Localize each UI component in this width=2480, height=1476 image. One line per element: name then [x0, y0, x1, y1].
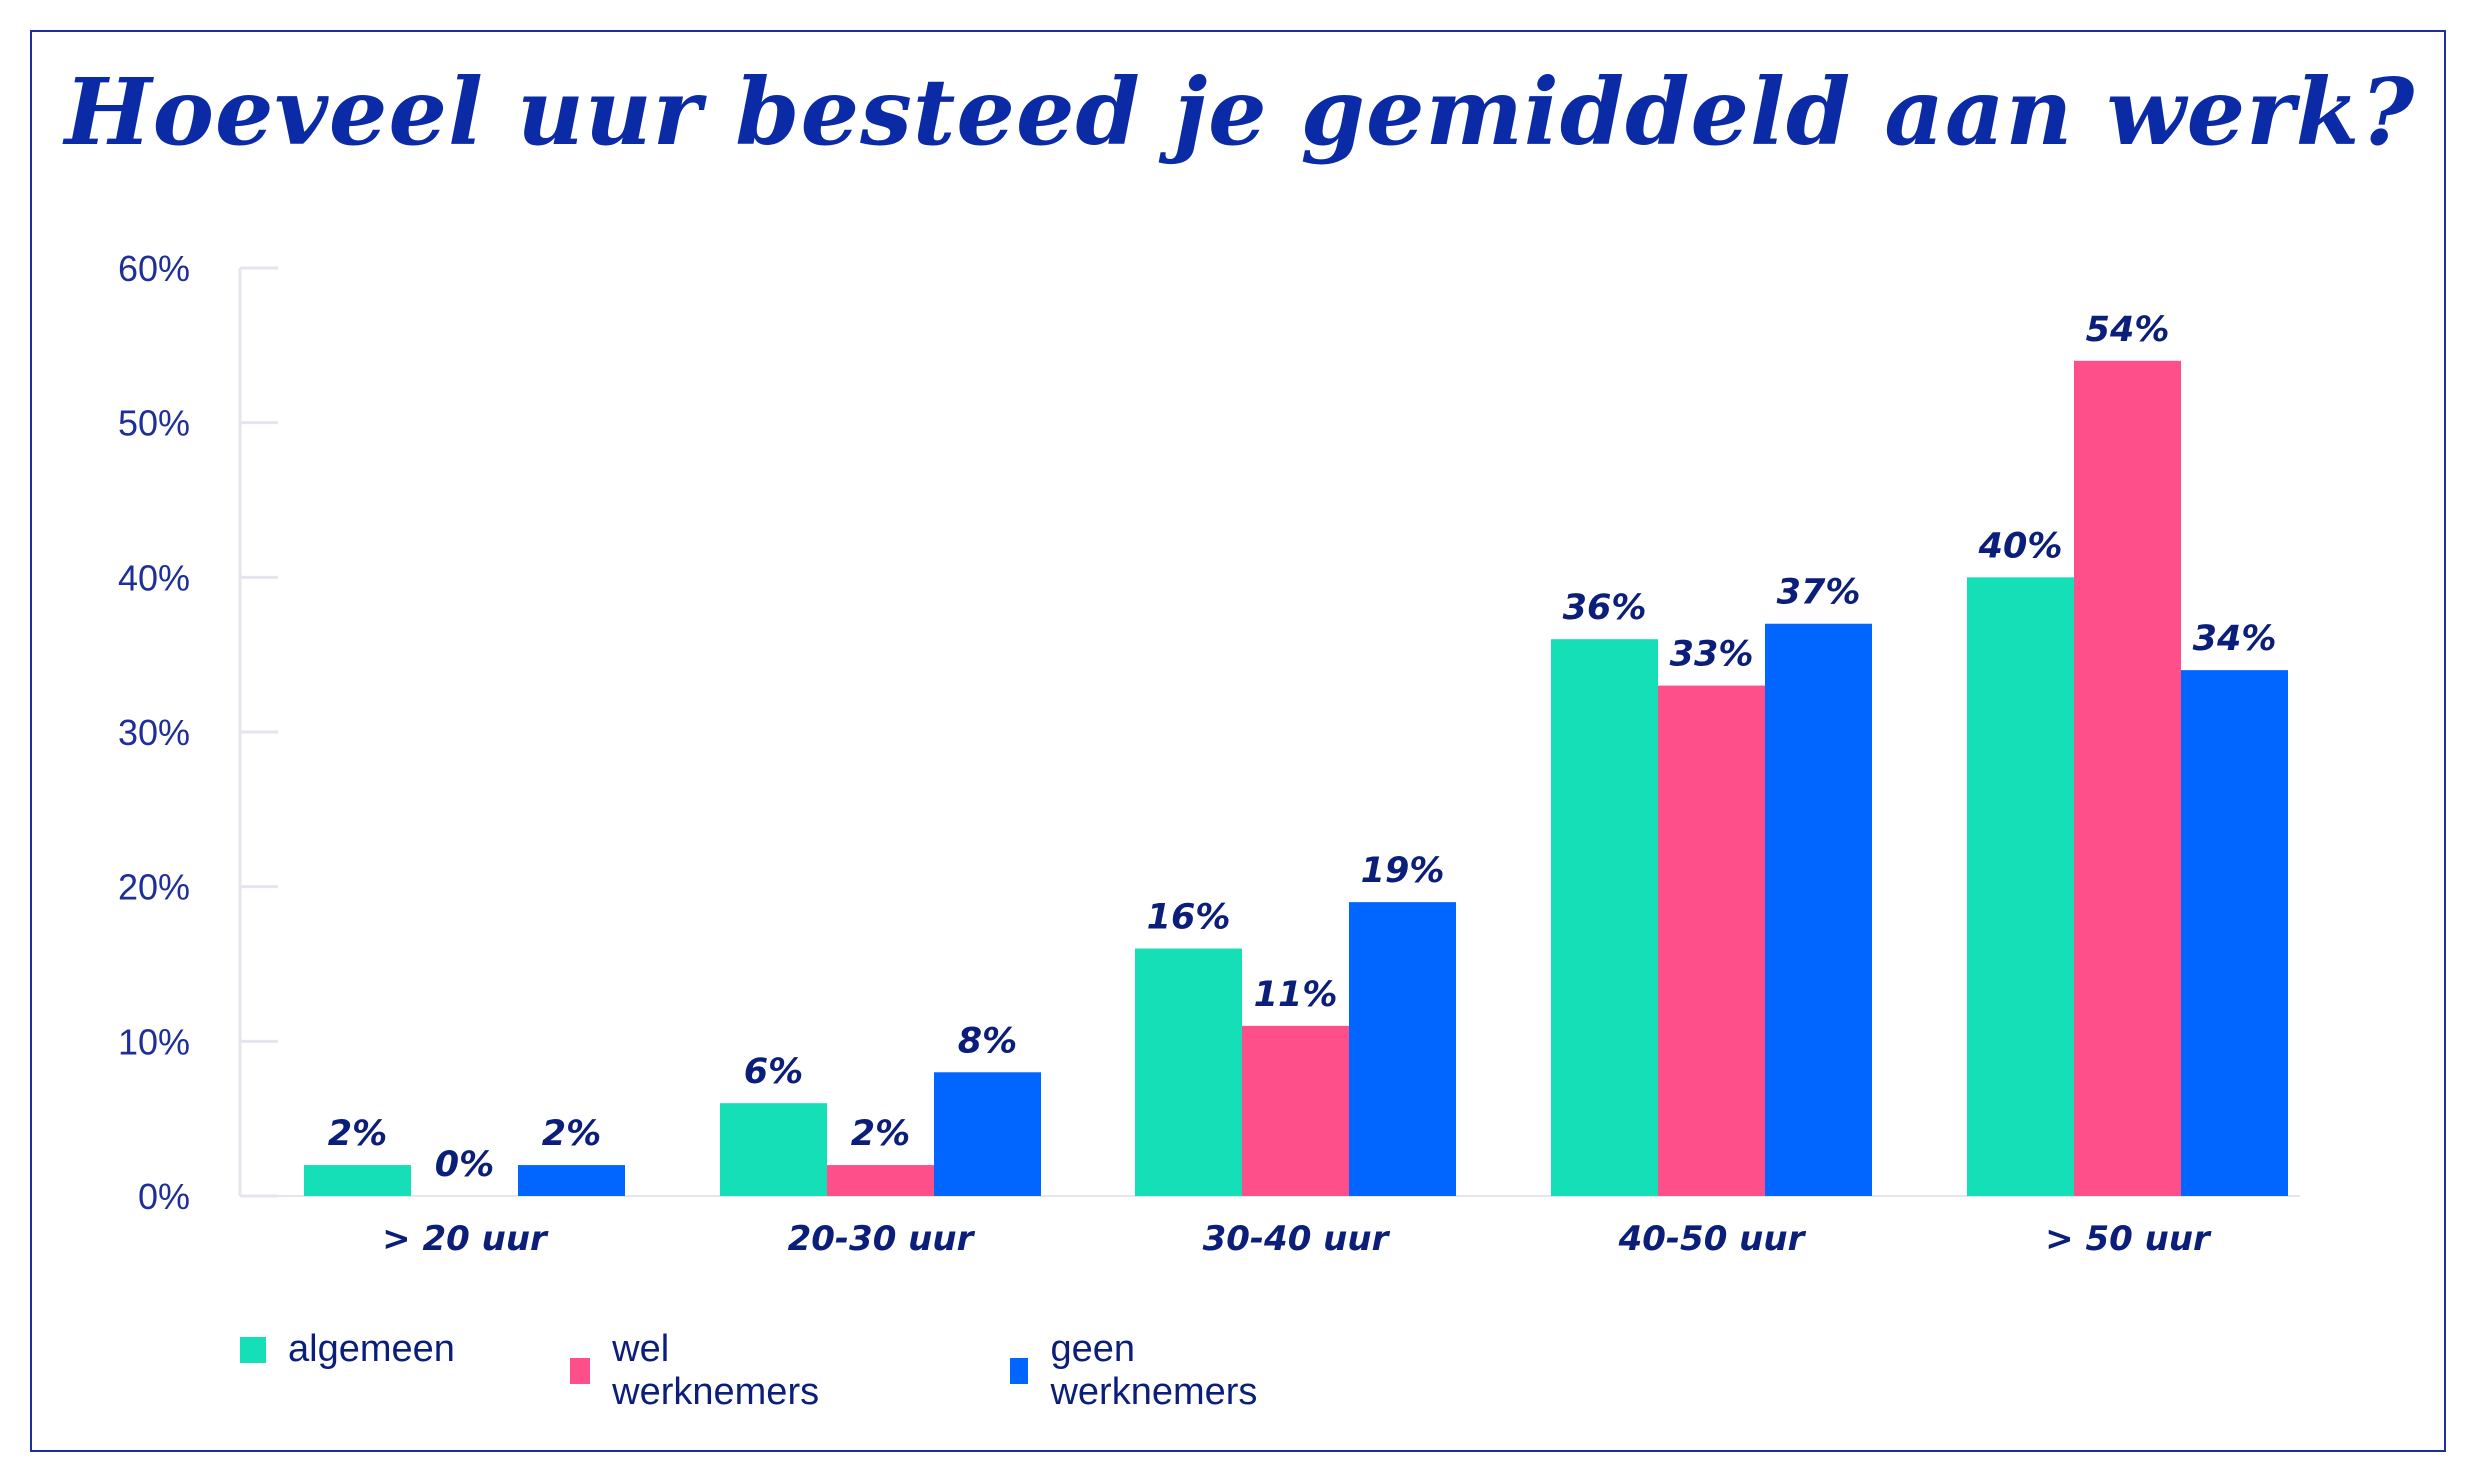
data-label: 33%	[1670, 635, 1754, 675]
legend-label: wel werknemers	[612, 1328, 820, 1413]
bar-wel-werknemers-4	[1658, 685, 1765, 1196]
legend-swatch	[1010, 1358, 1029, 1384]
x-axis: > 20 uur 20-30 uur 30-40 uur 40-50 uur > 50 …	[382, 1219, 2212, 1259]
bar-wel-werknemers-2	[827, 1165, 934, 1196]
bar-algemeen-2	[720, 1103, 827, 1196]
legend-label: geen werknemers	[1050, 1328, 1258, 1413]
bar-algemeen-1	[304, 1165, 411, 1196]
data-label: 37%	[1777, 573, 1861, 613]
x-category-label: 40-50 uur	[1618, 1219, 1807, 1259]
data-label: 0%	[435, 1145, 494, 1185]
data-label: 54%	[2086, 310, 2170, 350]
data-label: 36%	[1563, 588, 1647, 628]
y-tick-label: 60%	[118, 248, 190, 289]
data-label: 2%	[328, 1114, 387, 1154]
data-label: 11%	[1254, 975, 1338, 1015]
data-label: 40%	[1978, 526, 2063, 566]
bars	[304, 360, 2288, 1196]
y-tick-label: 20%	[118, 867, 190, 908]
legend-swatch	[240, 1336, 266, 1363]
data-label: 6%	[744, 1052, 803, 1092]
bar-wel-werknemers-5	[2074, 360, 2181, 1196]
x-category-label: 20-30 uur	[788, 1219, 976, 1259]
y-tick-label: 0%	[138, 1176, 190, 1217]
data-label: 2%	[851, 1114, 910, 1154]
bar-algemeen-5	[1967, 577, 2074, 1196]
chart-title: Hoeveel uur besteed je gemiddeld aan wer…	[64, 58, 2416, 166]
y-tick-label: 30%	[118, 712, 190, 753]
data-label: 19%	[1361, 851, 1445, 891]
bar-geen-werknemers-1	[518, 1165, 625, 1196]
bar-algemeen-3	[1135, 948, 1242, 1196]
bar-geen-werknemers-3	[1349, 902, 1456, 1196]
bar-algemeen-4	[1551, 639, 1658, 1196]
data-labels: 2% 0% 2% 6% 2% 8% 16% 11% 19% 36% 33% 37% 40% 54% 34%	[328, 310, 2277, 1185]
legend-item: wel werknemers	[570, 1328, 825, 1414]
y-tick-label: 50%	[118, 403, 190, 444]
bar-wel-werknemers-3	[1242, 1025, 1349, 1196]
y-tick-label: 40%	[118, 557, 190, 598]
legend-item: algemeen	[240, 1328, 455, 1371]
y-tick-label: 10%	[118, 1021, 190, 1062]
bar-geen-werknemers-5	[2181, 670, 2288, 1196]
chart-frame	[30, 30, 2446, 1452]
data-label: 8%	[958, 1021, 1017, 1061]
x-category-label: > 50 uur	[2045, 1219, 2212, 1259]
legend-label: algemeen	[288, 1328, 455, 1370]
x-category-label: > 20 uur	[382, 1219, 549, 1259]
data-label: 16%	[1147, 898, 1231, 938]
legend-swatch	[570, 1358, 591, 1384]
data-label: 34%	[2193, 619, 2277, 659]
data-label: 2%	[542, 1114, 601, 1154]
legend-item: geen werknemers	[1010, 1328, 1265, 1414]
x-category-label: 30-40 uur	[1203, 1219, 1391, 1259]
bar-geen-werknemers-2	[934, 1072, 1041, 1196]
bar-geen-werknemers-4	[1765, 623, 1872, 1196]
